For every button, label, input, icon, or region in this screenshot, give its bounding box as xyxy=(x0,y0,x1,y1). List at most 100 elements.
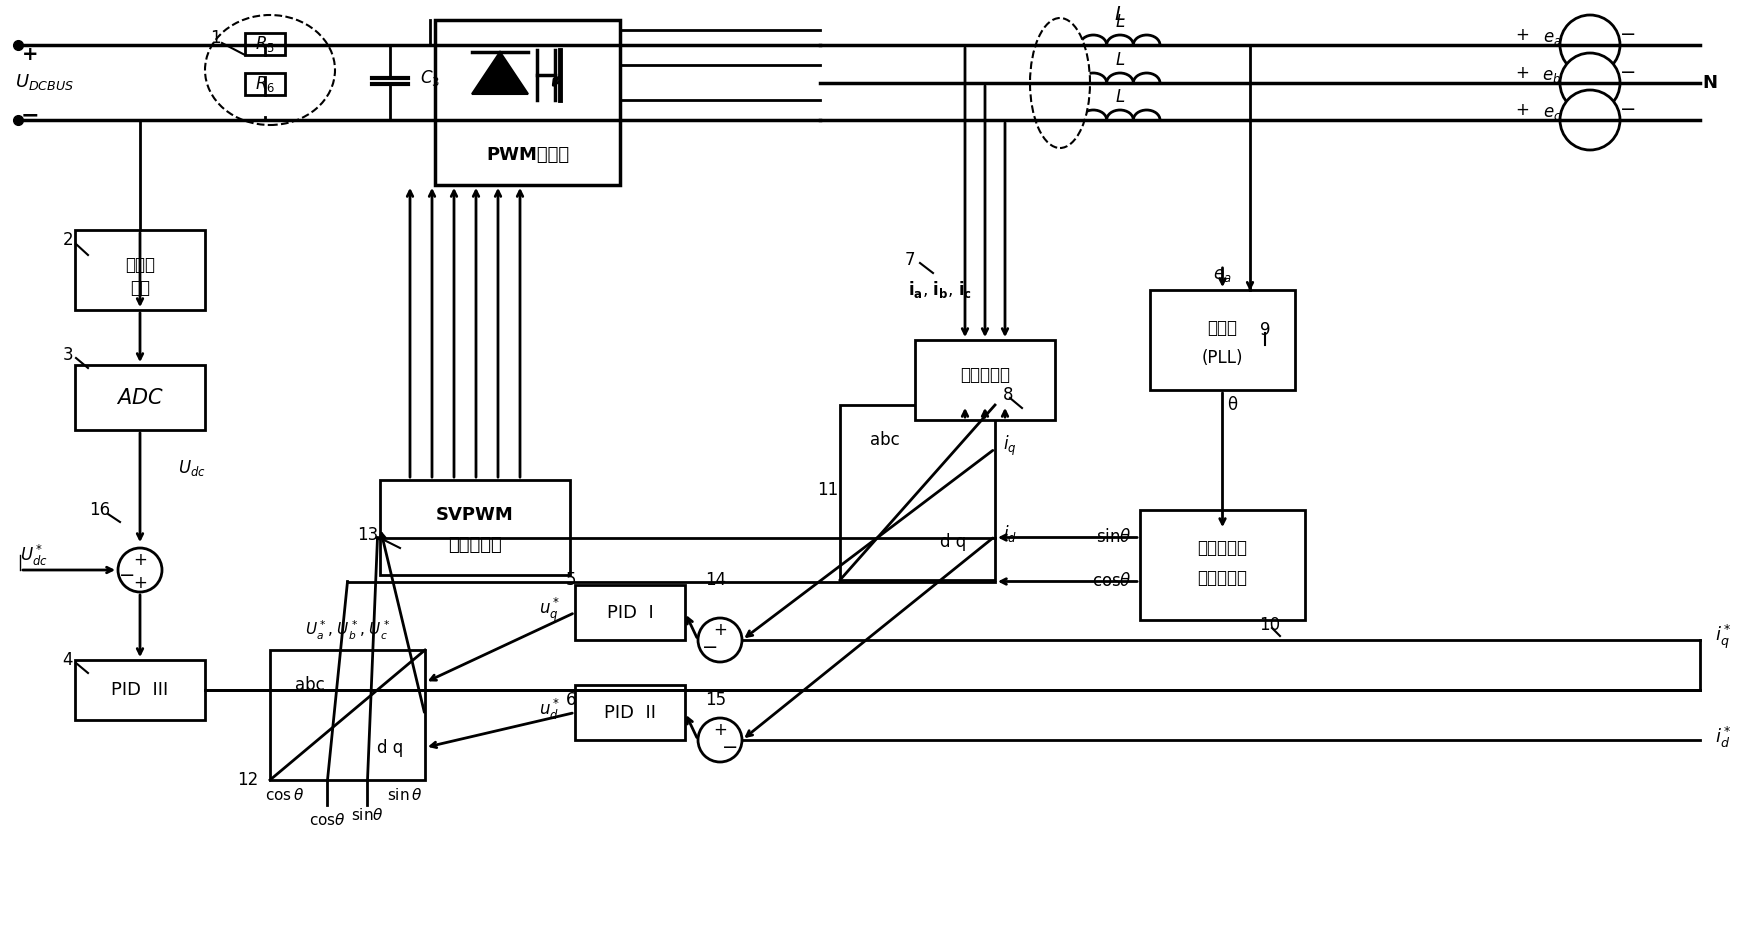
Bar xyxy=(75,365,204,430)
Text: sin$\theta$: sin$\theta$ xyxy=(1097,529,1132,546)
Text: $L$: $L$ xyxy=(1115,88,1125,106)
Text: $\sin\theta$: $\sin\theta$ xyxy=(388,787,423,803)
Polygon shape xyxy=(472,52,528,94)
Text: $e_b$: $e_b$ xyxy=(1543,67,1562,85)
Circle shape xyxy=(1560,15,1619,75)
Circle shape xyxy=(1055,115,1066,125)
Text: 感器: 感器 xyxy=(129,279,150,297)
Text: 电压传: 电压传 xyxy=(126,256,155,274)
Text: PID  III: PID III xyxy=(112,681,169,699)
Circle shape xyxy=(699,718,742,762)
Bar xyxy=(75,230,204,310)
Text: 1: 1 xyxy=(210,29,220,47)
Text: $e_c$: $e_c$ xyxy=(1543,104,1562,122)
Bar xyxy=(1141,510,1305,620)
Text: $U_{dc}^*$: $U_{dc}^*$ xyxy=(19,543,47,568)
Text: −: − xyxy=(1619,25,1637,44)
Text: PWM逆变器: PWM逆变器 xyxy=(486,146,570,164)
Text: 7: 7 xyxy=(905,251,915,269)
Text: PID  I: PID I xyxy=(606,603,653,622)
Circle shape xyxy=(1055,40,1066,50)
Bar xyxy=(271,650,425,780)
Text: $e_a$: $e_a$ xyxy=(1543,29,1562,47)
Text: $R_5$: $R_5$ xyxy=(255,34,274,54)
Text: $i_q^*$: $i_q^*$ xyxy=(1716,623,1731,651)
Text: 锁相环: 锁相环 xyxy=(1207,319,1237,337)
Bar xyxy=(915,340,1055,420)
Text: PID  II: PID II xyxy=(604,704,657,722)
Circle shape xyxy=(1560,53,1619,113)
Text: 10: 10 xyxy=(1260,616,1281,634)
Ellipse shape xyxy=(1031,18,1090,148)
Text: d q: d q xyxy=(377,739,404,757)
Text: +: + xyxy=(133,551,147,569)
Text: $L$: $L$ xyxy=(1115,13,1125,31)
Text: 11: 11 xyxy=(818,481,839,499)
Text: −: − xyxy=(1619,100,1637,119)
Text: −: − xyxy=(702,639,718,657)
Bar xyxy=(75,660,204,720)
Text: 9: 9 xyxy=(1260,321,1270,339)
Text: −: − xyxy=(21,105,40,125)
Text: +: + xyxy=(1515,101,1529,119)
Text: $L$: $L$ xyxy=(1115,5,1125,24)
Text: $L$: $L$ xyxy=(1115,51,1125,69)
Text: +: + xyxy=(1515,64,1529,82)
Circle shape xyxy=(119,548,162,592)
Text: +: + xyxy=(1515,26,1529,44)
Text: $U_{dc}$: $U_{dc}$ xyxy=(178,458,206,478)
Text: 12: 12 xyxy=(238,771,259,789)
Text: +: + xyxy=(713,621,727,639)
Circle shape xyxy=(1560,90,1619,150)
Text: $i_d^*$: $i_d^*$ xyxy=(1716,724,1731,749)
Text: 13: 13 xyxy=(358,526,379,544)
Text: abc: abc xyxy=(295,676,325,694)
Text: $\cos\theta$: $\cos\theta$ xyxy=(266,787,304,803)
Text: d q: d q xyxy=(940,533,966,551)
Text: $i_q$: $i_q$ xyxy=(1003,434,1017,458)
Text: −: − xyxy=(119,565,135,585)
Bar xyxy=(1150,290,1295,390)
Text: (PLL): (PLL) xyxy=(1202,349,1244,367)
Text: SVPWM: SVPWM xyxy=(437,506,514,524)
Text: $\mathbf{i_a}$, $\mathbf{i_b}$, $\mathbf{i_c}$: $\mathbf{i_a}$, $\mathbf{i_b}$, $\mathbf… xyxy=(908,279,971,301)
Bar xyxy=(435,20,620,185)
Text: 3: 3 xyxy=(63,346,73,364)
Text: 信号发生器: 信号发生器 xyxy=(1197,569,1247,587)
Text: 正弦、余弦: 正弦、余弦 xyxy=(1197,539,1247,557)
Text: 15: 15 xyxy=(706,691,727,709)
Text: θ: θ xyxy=(1228,396,1237,414)
Text: cos$\theta$: cos$\theta$ xyxy=(309,812,346,828)
Text: $i_d$: $i_d$ xyxy=(1003,522,1017,544)
Text: $ADC$: $ADC$ xyxy=(115,387,164,408)
Bar xyxy=(245,73,285,95)
Circle shape xyxy=(699,618,742,662)
Text: 2: 2 xyxy=(63,231,73,249)
Text: $C_3$: $C_3$ xyxy=(419,68,440,88)
Text: abc: abc xyxy=(870,431,900,449)
Text: 信号生成器: 信号生成器 xyxy=(449,536,501,554)
Text: −: − xyxy=(1619,63,1637,82)
Text: N: N xyxy=(1703,74,1717,92)
Bar xyxy=(575,585,685,640)
Text: $U_{DCBUS}$: $U_{DCBUS}$ xyxy=(16,72,73,92)
Text: +: + xyxy=(133,574,147,592)
Text: 16: 16 xyxy=(89,501,110,519)
Circle shape xyxy=(1055,78,1066,88)
Text: 4: 4 xyxy=(63,651,73,669)
Bar xyxy=(840,405,996,580)
Text: −: − xyxy=(722,738,739,758)
Bar xyxy=(575,685,685,740)
Bar xyxy=(245,33,285,55)
Text: cos$\theta$: cos$\theta$ xyxy=(1092,573,1132,590)
Bar xyxy=(381,480,570,575)
Text: $u_q^*$: $u_q^*$ xyxy=(538,595,561,624)
Text: 5: 5 xyxy=(566,571,577,589)
Ellipse shape xyxy=(204,15,335,125)
Text: $R_6$: $R_6$ xyxy=(255,74,274,94)
Text: 14: 14 xyxy=(706,571,727,589)
Text: sin$\theta$: sin$\theta$ xyxy=(351,807,384,823)
Text: +: + xyxy=(21,46,38,64)
Text: 8: 8 xyxy=(1003,386,1013,404)
Text: $e_a$: $e_a$ xyxy=(1212,266,1232,284)
